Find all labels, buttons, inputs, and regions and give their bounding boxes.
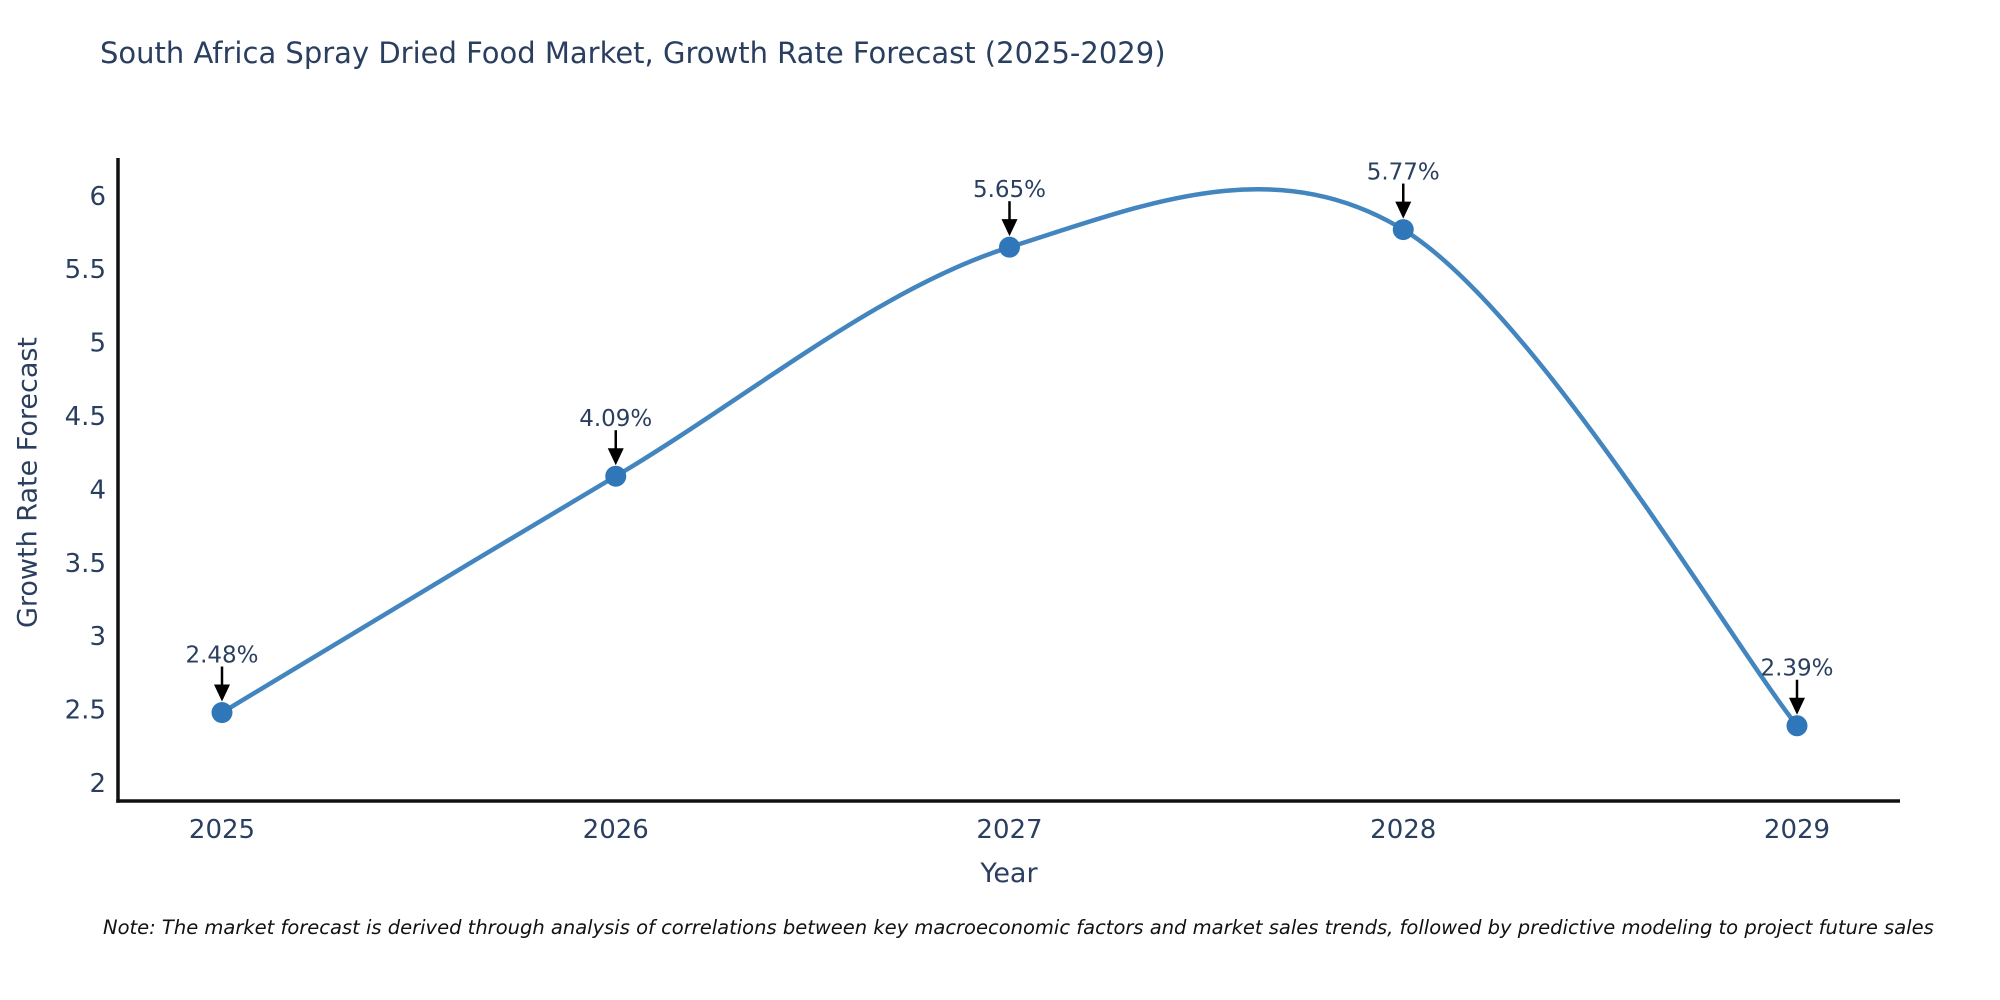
annotation-arrow-head [214,684,230,702]
y-tick-label: 6 [89,182,106,212]
x-tick-label: 2025 [189,815,255,845]
annotation-arrow-head [1789,697,1805,715]
data-point-label: 5.65% [973,177,1046,203]
data-point-marker[interactable] [1786,715,1808,737]
y-tick-label: 2 [89,769,106,799]
y-tick-label: 4 [89,475,106,505]
forecast-line [219,187,1800,728]
data-point-label: 4.09% [579,406,652,432]
y-tick-label: 3.5 [65,549,106,579]
data-point-marker[interactable] [999,236,1020,258]
data-point-marker[interactable] [211,702,233,724]
y-tick-label: 3 [89,622,106,652]
x-tick-label: 2027 [976,815,1042,845]
data-point-marker[interactable] [1392,219,1414,241]
annotation-arrow-head [1001,219,1018,237]
annotation-arrow-head [607,448,624,466]
annotation-arrow-head [1395,201,1412,219]
footnote: Note: The market forecast is derived thr… [103,916,1934,939]
data-point-label: 5.77% [1367,160,1440,186]
x-tick-label: 2026 [583,815,649,845]
chart-title: South Africa Spray Dried Food Market, Gr… [100,36,1166,70]
y-tick-label: 4.5 [65,402,106,432]
y-tick-label: 2.5 [65,696,106,726]
data-point-label: 2.39% [1760,656,1833,682]
y-tick-label: 5.5 [65,255,106,285]
x-axis-title: Year [980,858,1038,889]
y-tick-label: 5 [89,329,106,359]
data-point-marker[interactable] [605,465,627,487]
data-point-label: 2.48% [185,643,258,669]
x-tick-label: 2029 [1764,815,1830,845]
x-tick-label: 2028 [1370,815,1436,845]
